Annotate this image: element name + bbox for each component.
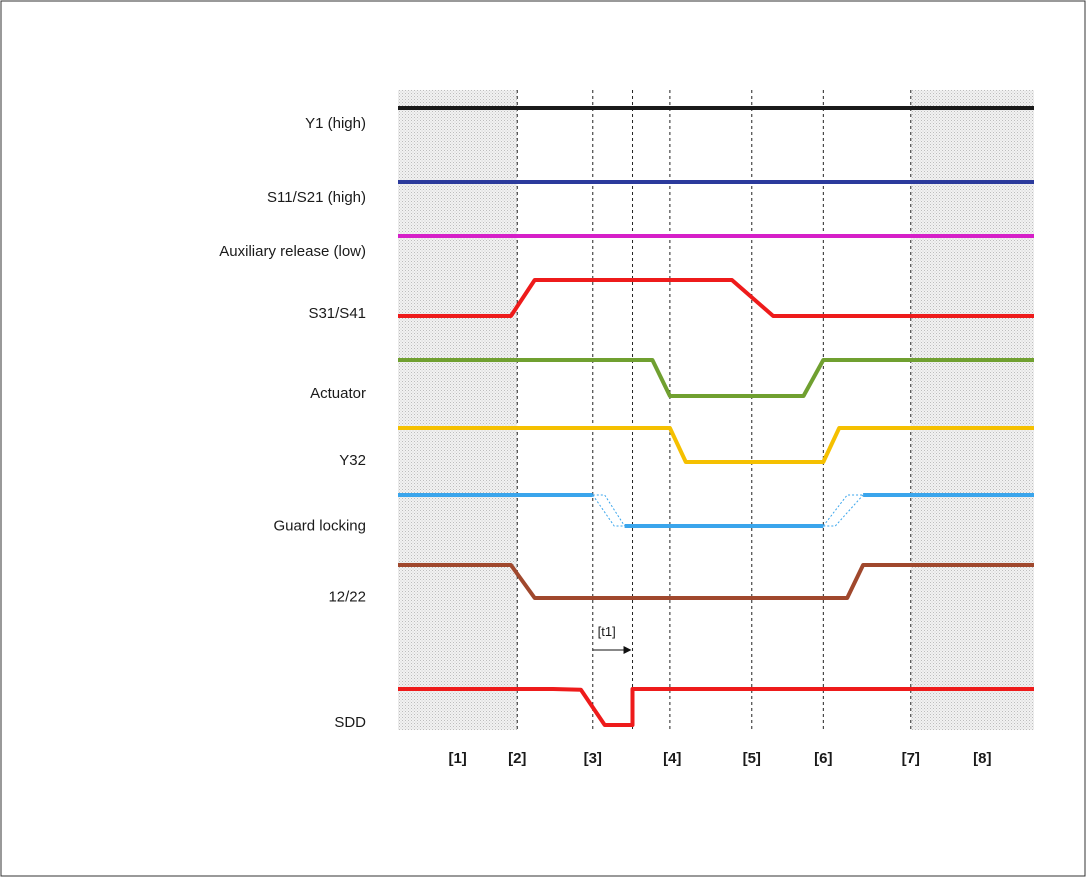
signal-transition-guard-locking-4 [822,494,864,527]
signal-trace-s31-s41 [398,278,1034,318]
signal-label-s31-s41: S31/S41 [308,305,366,322]
signal-label-y32: Y32 [339,452,366,469]
signal-label-s11-s21-high: S11/S21 (high) [267,189,366,206]
signal-transition-guard-locking-2 [592,494,626,527]
phase-label-5: [5] [743,750,761,767]
phase-label-4: [4] [663,750,681,767]
phase-label-6: [6] [814,750,832,767]
signal-trace-12-22 [398,563,1034,600]
shaded-region-1 [398,90,518,730]
phase-dividers [516,90,912,730]
signal-transition-guard-locking-3 [823,494,864,527]
signal-trace-y32 [398,426,1034,464]
signal-label-sdd: SDD [334,714,366,731]
phase-labels: [1] [2] [3] [4] [5] [6] [7] [8] [448,750,991,767]
signal-label-guard-locking: Guard locking [273,518,366,535]
signal-label-y1-high: Y1 (high) [305,115,366,132]
signal-label-12-22: 12/22 [328,589,366,606]
time-annotation: [t1] [592,624,632,654]
signal-transition-guard-locking-1 [592,494,625,527]
signal-label-actuator: Actuator [310,385,366,402]
phase-label-8: [8] [973,750,991,767]
shaded-region-2 [910,90,1034,730]
signal-trace-actuator [398,358,1034,398]
phase-label-3: [3] [584,750,602,767]
phase-label-7: [7] [902,750,920,767]
shaded-regions [398,90,1034,730]
signal-trace-sdd [398,687,1034,727]
signal-traces [398,106,1034,727]
time-annotation-label: [t1] [598,624,616,639]
phase-label-2: [2] [508,750,526,767]
signal-labels: Y1 (high) S11/S21 (high) Auxiliary release… [219,115,366,731]
phase-label-1: [1] [448,750,466,767]
signal-label-auxiliary-release-low: Auxiliary release (low) [219,243,366,260]
